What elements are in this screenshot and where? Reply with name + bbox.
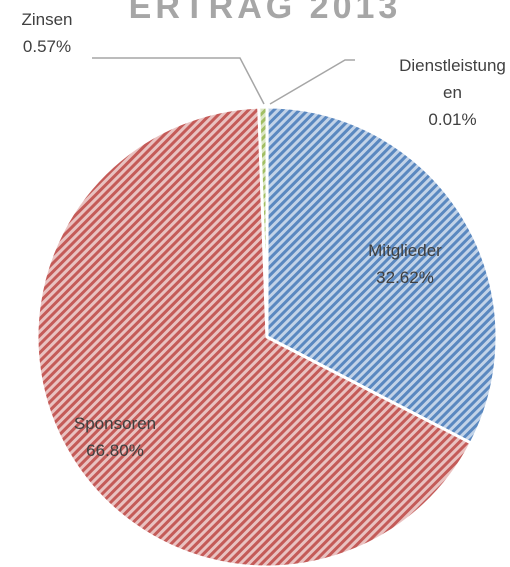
category-label: Mitglieder [368, 241, 442, 260]
value-label: 32.62% [376, 268, 434, 287]
data-label: Mitglieder 32.62% [350, 237, 460, 291]
category-label: Zinsen [21, 10, 73, 29]
value-label: 66.80% [86, 441, 144, 460]
leader-line [269, 59, 355, 105]
leader-line [92, 57, 265, 105]
value-label: 0.57% [22, 37, 72, 56]
data-label: Dienstleistungen 0.01% [395, 52, 510, 133]
pie-slice [35, 105, 474, 567]
pie-slice [257, 105, 269, 338]
pie-slice [265, 105, 499, 446]
chart-title: ERTRAG 2013 [128, 0, 402, 26]
category-label: Dienstleistungen [399, 56, 506, 102]
data-label: Sponsoren 66.80% [50, 410, 180, 464]
value-label: 0.01% [428, 110, 477, 129]
category-label: Sponsoren [73, 414, 157, 433]
data-label: Zinsen 0.57% [0, 6, 102, 60]
